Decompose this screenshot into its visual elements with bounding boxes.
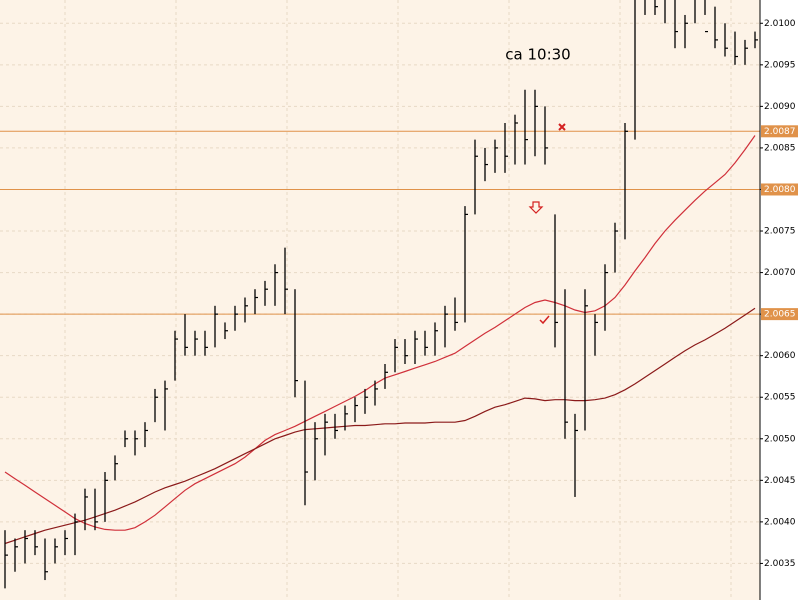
moving-average-line — [4, 307, 756, 545]
annotation: ca 10:30 — [505, 46, 570, 64]
signal-icons — [528, 123, 566, 325]
y-tick-label: 2.0085 — [764, 143, 796, 153]
plot-background — [0, 0, 760, 600]
level-label-box — [761, 183, 798, 196]
y-tick-label: 2.0050 — [764, 434, 796, 444]
y-tick-label: 2.0090 — [764, 102, 796, 112]
y-tick-label: 2.0060 — [764, 351, 796, 361]
level-labels: 2.0087 2.0080 2.0065 — [761, 125, 798, 321]
y-tick-label: 2.0075 — [764, 227, 796, 237]
axis-background — [760, 0, 800, 600]
level-label: 2.0087 — [764, 127, 796, 137]
levels — [0, 130, 760, 315]
level-label: 2.0065 — [764, 310, 796, 320]
y-tick-label: 2.0100 — [764, 19, 796, 29]
y-tick-label: 2.0035 — [764, 559, 796, 569]
vertical-grid — [64, 0, 732, 600]
moving-average-line — [4, 135, 756, 531]
bars — [4, 0, 758, 589]
cross-icon — [558, 123, 566, 131]
moving-averages — [4, 135, 756, 545]
down-arrow-icon — [528, 201, 544, 214]
y-tick-label: 2.0095 — [764, 60, 796, 70]
y-tick-label: 2.0070 — [764, 268, 796, 278]
check-icon — [539, 315, 550, 325]
level-label: 2.0080 — [764, 185, 796, 195]
level-label-box — [761, 125, 798, 138]
level-label-box — [761, 308, 798, 321]
y-tick-label: 2.0045 — [764, 476, 796, 486]
y-tick-label: 2.0040 — [764, 517, 796, 527]
y-tick-label: 2.0055 — [764, 393, 796, 403]
